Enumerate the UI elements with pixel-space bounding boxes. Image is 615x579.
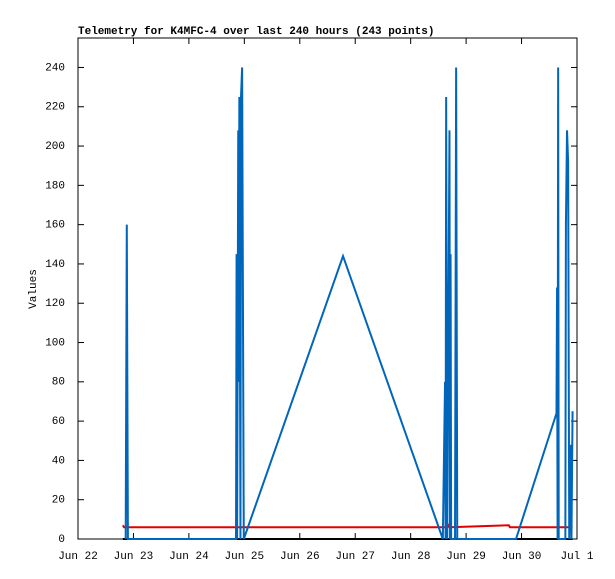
y-tick-label: 100 [45,337,65,349]
y-tick-label: 140 [45,259,65,271]
x-tick-label: Jun 29 [446,551,486,563]
x-tick-label: Jun 24 [169,551,209,563]
y-tick-label: 40 [52,455,65,467]
y-tick-label: 160 [45,220,65,232]
x-tick-label: Jun 27 [335,551,375,563]
x-tick-label: Jun 25 [225,551,265,563]
y-tick-label: 0 [58,534,65,546]
y-tick-label: 240 [45,62,65,74]
x-tick-label: Jun 30 [502,551,542,563]
chart-title: Telemetry for K4MFC-4 over last 240 hour… [78,26,434,38]
y-tick-label: 200 [45,141,65,153]
plot-frame [77,37,578,540]
x-tick-label: Jul 1 [560,551,593,563]
y-axis-label: Values [28,269,40,309]
y-tick-label: 80 [52,377,65,389]
x-tick-label: Jun 26 [280,551,320,563]
x-tick-label: Jun 23 [114,551,154,563]
x-tick-label: Jun 22 [58,551,98,563]
y-tick-label: 180 [45,180,65,192]
y-tick-label: 20 [52,495,65,507]
data-line [124,67,574,540]
y-tick-label: 220 [45,102,65,114]
x-tick-label: Jun 28 [391,551,431,563]
y-tick-label: 120 [45,298,65,310]
data-line [122,523,573,529]
y-tick-label: 60 [52,416,65,428]
